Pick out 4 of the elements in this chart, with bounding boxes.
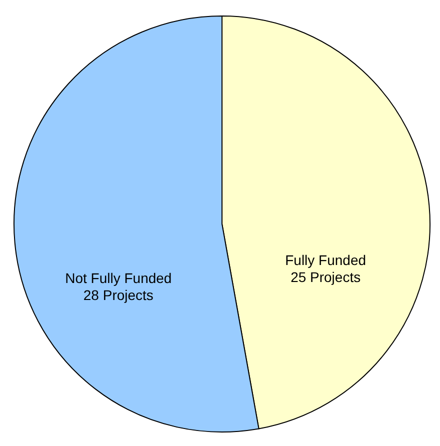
slice-label: Not Fully Funded (65, 270, 172, 286)
data-label: 25 Projects (290, 268, 361, 285)
slice-label: Fully Funded (285, 252, 366, 268)
data-label: 28 Projects (83, 287, 154, 304)
